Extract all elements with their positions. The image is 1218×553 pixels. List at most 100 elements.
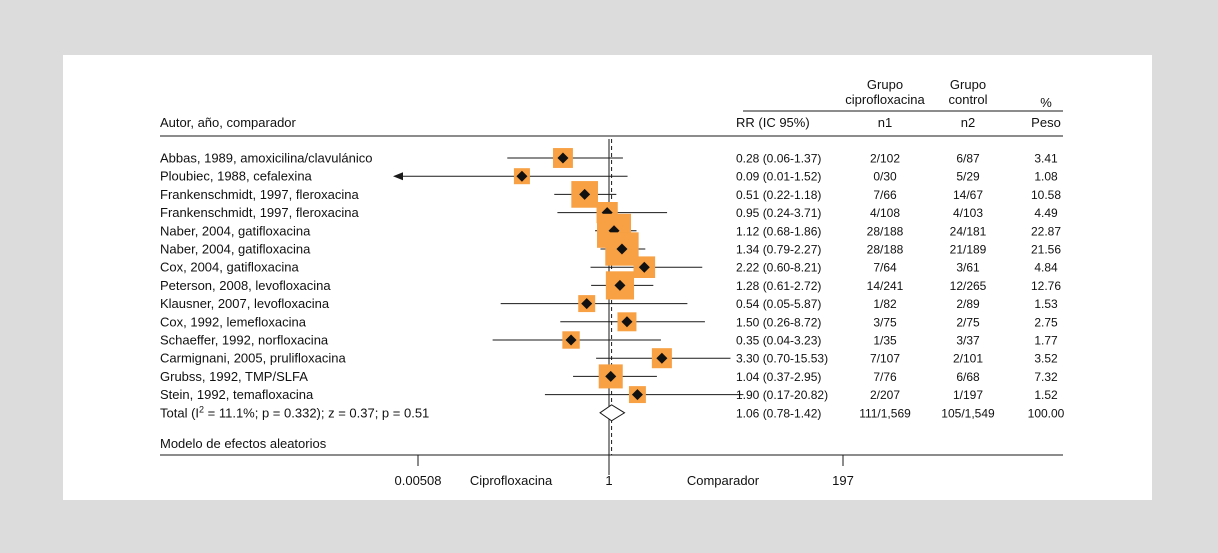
study-rr-text: 2.22 (0.60-8.21) (736, 261, 821, 275)
study-weight: 4.84 (1034, 261, 1058, 275)
study-weight: 3.41 (1034, 152, 1058, 166)
study-rr-text: 1.12 (0.68-1.86) (736, 224, 821, 238)
study-label: Schaeffer, 1992, norfloxacina (160, 333, 329, 348)
study-n1: 2/102 (870, 152, 900, 166)
study-n1: 7/64 (873, 261, 897, 275)
study-label: Klausner, 2007, levofloxacina (160, 296, 330, 311)
study-label: Abbas, 1989, amoxicilina/clavulánico (160, 151, 372, 166)
study-n2: 6/87 (956, 152, 980, 166)
ci-arrow-left (393, 172, 403, 181)
study-label: Grubss, 1992, TMP/SLFA (160, 369, 308, 384)
header-study: Autor, año, comparador (160, 115, 297, 130)
total-n2: 105/1,549 (941, 406, 995, 420)
study-n2: 4/103 (953, 206, 983, 220)
study-n2: 14/67 (953, 188, 983, 202)
study-n2: 12/265 (950, 279, 987, 293)
study-weight: 3.52 (1034, 352, 1058, 366)
x-tick-label: 1 (605, 473, 612, 488)
x-tick-label: 197 (832, 473, 854, 488)
study-n2: 3/37 (956, 334, 980, 348)
study-weight: 21.56 (1031, 243, 1061, 257)
study-label: Frankenschmidt, 1997, fleroxacina (160, 187, 359, 202)
x-tick-label: 0.00508 (395, 473, 442, 488)
forest-plot-panel: Autor, año, comparador RR (IC 95%) Grupo ci… (63, 55, 1152, 500)
study-n1: 4/108 (870, 206, 900, 220)
study-label: Cox, 1992, lemefloxacina (160, 314, 307, 329)
study-rr-text: 1.90 (0.17-20.82) (736, 388, 828, 402)
study-point-estimate (656, 352, 668, 364)
total-label-suffix: = 11.1%; p = 0.332); z = 0.37; p = 0.51 (204, 405, 429, 420)
study-n2: 2/75 (956, 315, 980, 329)
study-label: Cox, 2004, gatifloxacina (160, 260, 300, 275)
forest-plot: Autor, año, comparador RR (IC 95%)Grupoci… (160, 77, 1065, 488)
study-weight: 1.53 (1034, 297, 1058, 311)
study-weight: 22.87 (1031, 224, 1061, 238)
header-n2-group-line2: control (948, 92, 987, 107)
study-rr-text: 0.95 (0.24-3.71) (736, 206, 821, 220)
study-n1: 28/188 (867, 224, 904, 238)
study-point-estimate (638, 261, 650, 273)
study-label: Naber, 2004, gatifloxacina (160, 242, 311, 257)
study-n2: 2/89 (956, 297, 980, 311)
study-point-estimate (557, 152, 569, 164)
header-n2-group-line1: Grupo (950, 77, 986, 92)
study-point-estimate (581, 298, 593, 310)
study-n2: 2/101 (953, 352, 983, 366)
header-n2: n2 (961, 115, 975, 130)
study-weight: 10.58 (1031, 188, 1061, 202)
study-label: Naber, 2004, gatifloxacina (160, 223, 311, 238)
study-label: Stein, 1992, temafloxacina (160, 387, 314, 402)
total-diamond (599, 404, 626, 422)
study-n1: 0/30 (873, 170, 897, 184)
study-n1: 7/76 (873, 370, 897, 384)
study-n1: 7/107 (870, 352, 900, 366)
study-point-estimate (616, 243, 628, 255)
study-point-estimate (516, 170, 528, 182)
study-n1: 2/207 (870, 388, 900, 402)
study-n2: 21/189 (950, 243, 987, 257)
study-rr-text: 1.04 (0.37-2.95) (736, 370, 821, 384)
study-rr-text: 0.54 (0.05-5.87) (736, 297, 821, 311)
study-rr-text: 1.50 (0.26-8.72) (736, 315, 821, 329)
study-label: Ploubiec, 1988, cefalexina (160, 169, 313, 184)
study-rr-text: 0.35 (0.04-3.23) (736, 334, 821, 348)
study-label: Peterson, 2008, levofloxacina (160, 278, 331, 293)
study-weight: 1.52 (1034, 388, 1058, 402)
total-label-sup: 2 (199, 404, 204, 414)
header-n1-group-line2: ciprofloxacina (845, 92, 925, 107)
study-weight: 1.77 (1034, 334, 1058, 348)
study-point-estimate (614, 279, 626, 291)
study-weight: 2.75 (1034, 315, 1058, 329)
header-rr: RR (IC 95%) (736, 115, 810, 130)
study-weight: 12.76 (1031, 279, 1061, 293)
study-n1: 3/75 (873, 315, 897, 329)
header-n1-group-line1: Grupo (867, 77, 903, 92)
study-n1: 7/66 (873, 188, 897, 202)
header-weight: Peso (1031, 115, 1061, 130)
study-point-estimate (565, 334, 577, 346)
study-rr-text: 3.30 (0.70-15.53) (736, 352, 828, 366)
total-n1: 111/1,569 (859, 406, 911, 420)
study-rr-text: 0.28 (0.06-1.37) (736, 152, 821, 166)
total-weight: 100.00 (1028, 406, 1065, 420)
study-n2: 24/181 (950, 224, 987, 238)
study-n1: 1/82 (873, 297, 897, 311)
total-label: Total (I2 = 11.1%; p = 0.332); z = 0.37;… (160, 404, 429, 420)
study-label: Frankenschmidt, 1997, fleroxacina (160, 205, 359, 220)
study-point-estimate (605, 370, 617, 382)
study-n2: 3/61 (956, 261, 980, 275)
study-point-estimate (579, 188, 591, 200)
study-n1: 14/241 (867, 279, 904, 293)
study-rr-text: 1.34 (0.79-2.27) (736, 243, 821, 257)
study-point-estimate (631, 389, 643, 401)
study-label: Carmignani, 2005, prulifloxacina (160, 351, 346, 366)
study-weight: 4.49 (1034, 206, 1058, 220)
total-label-prefix: Total (I (160, 405, 199, 420)
total-rr-text: 1.06 (0.78-1.42) (736, 406, 821, 420)
study-rr-text: 0.51 (0.22-1.18) (736, 188, 821, 202)
x-label-right: Comparador (687, 473, 760, 488)
study-n2: 6/68 (956, 370, 980, 384)
study-n2: 5/29 (956, 170, 980, 184)
header-weight-top: % (1040, 95, 1052, 110)
model-label: Modelo de efectos aleatorios (160, 436, 327, 451)
